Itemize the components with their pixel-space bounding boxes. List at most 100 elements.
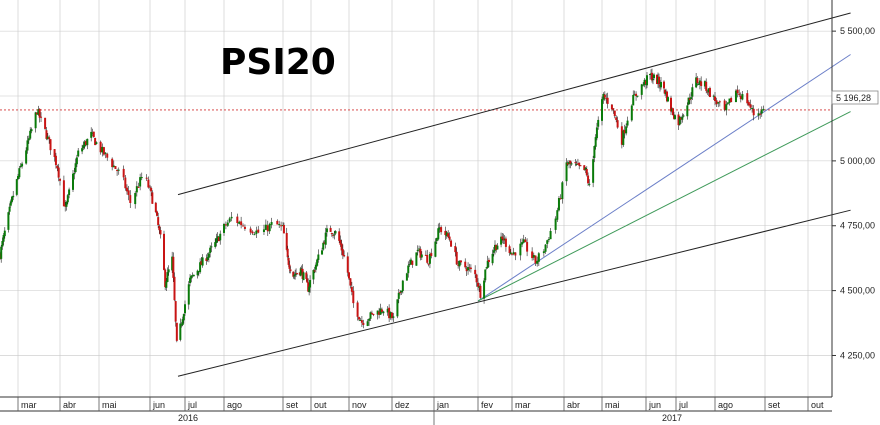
candle	[159, 226, 162, 239]
candle-body	[251, 231, 254, 234]
candle	[137, 182, 140, 188]
candle	[739, 92, 742, 103]
candle	[1, 237, 4, 250]
candle	[150, 186, 153, 197]
candle	[127, 185, 130, 201]
candle	[592, 155, 595, 188]
candle	[606, 92, 609, 109]
candle-body	[718, 101, 721, 103]
candle	[504, 236, 507, 252]
candle-body	[215, 238, 218, 243]
candle	[299, 266, 302, 277]
candle	[359, 317, 362, 321]
candle	[111, 157, 114, 171]
candle	[524, 236, 527, 243]
candle-body	[302, 272, 305, 281]
candle-body	[418, 248, 421, 250]
candle	[309, 275, 312, 293]
candle-body	[521, 242, 524, 245]
candle-body	[278, 224, 281, 226]
candle	[521, 238, 524, 248]
candle	[556, 207, 559, 223]
candle	[587, 172, 590, 186]
candle	[561, 180, 564, 204]
candle	[164, 268, 167, 291]
candle	[302, 271, 305, 281]
candle	[44, 117, 47, 131]
candle	[30, 127, 33, 134]
candle	[612, 108, 615, 114]
candle-body	[408, 264, 411, 266]
candle	[74, 158, 77, 174]
candle-body	[459, 260, 462, 263]
candle-body	[501, 236, 504, 239]
candle-body	[200, 261, 203, 265]
candle-body	[695, 77, 698, 88]
candle-body	[409, 259, 412, 265]
candle	[219, 230, 222, 245]
candle	[184, 300, 186, 316]
candle	[588, 179, 591, 187]
candle	[509, 249, 512, 255]
candle-body	[487, 259, 490, 262]
candle-body	[64, 205, 67, 207]
candle-body	[514, 252, 517, 256]
candle	[526, 238, 529, 257]
candle	[635, 91, 638, 101]
candle	[407, 261, 410, 278]
candle	[428, 251, 431, 269]
candle	[593, 145, 596, 163]
candle	[415, 252, 418, 266]
candle	[199, 258, 202, 274]
candle	[514, 252, 517, 261]
candle-body	[323, 242, 326, 244]
candle-body	[642, 84, 645, 86]
candle	[125, 184, 128, 195]
candle-body	[196, 270, 199, 276]
candle-body	[606, 97, 609, 104]
candle-body	[8, 206, 11, 212]
candle	[605, 93, 608, 104]
candle-body	[253, 234, 256, 236]
candle	[73, 167, 76, 180]
candle	[224, 221, 227, 230]
trendlines	[177, 12, 851, 377]
candle	[454, 242, 457, 257]
candle-body	[633, 94, 636, 96]
candle-body	[715, 100, 718, 105]
candle	[746, 90, 749, 106]
candle	[83, 140, 86, 150]
candle	[266, 220, 269, 236]
candle-body	[738, 93, 741, 95]
candle	[380, 307, 383, 314]
x-tick-label: jan	[436, 400, 449, 410]
candle	[95, 141, 98, 145]
candle	[330, 232, 333, 237]
candle-body	[201, 257, 204, 266]
candle-body	[500, 236, 503, 245]
candle	[163, 230, 165, 271]
candle-body	[757, 113, 760, 116]
candle-body	[266, 225, 269, 232]
candle-body	[465, 268, 468, 272]
y-tick-label: 5 000,00	[840, 156, 875, 166]
candle-body	[285, 232, 288, 250]
candle	[723, 98, 726, 112]
candle-body	[249, 228, 252, 233]
candle-body	[653, 74, 655, 79]
candle-body	[415, 252, 418, 266]
candle-body	[677, 114, 680, 126]
candle	[9, 199, 12, 208]
candle-body	[228, 218, 231, 222]
candle	[549, 228, 552, 240]
candle-body	[106, 153, 109, 158]
candle	[264, 219, 267, 231]
candle	[672, 107, 674, 116]
candle-body	[706, 91, 709, 93]
candle	[293, 272, 296, 280]
x-tick-label: nov	[352, 400, 367, 410]
candle	[469, 264, 472, 273]
candle	[726, 102, 729, 105]
candle	[401, 279, 404, 294]
candle-body	[339, 239, 342, 245]
